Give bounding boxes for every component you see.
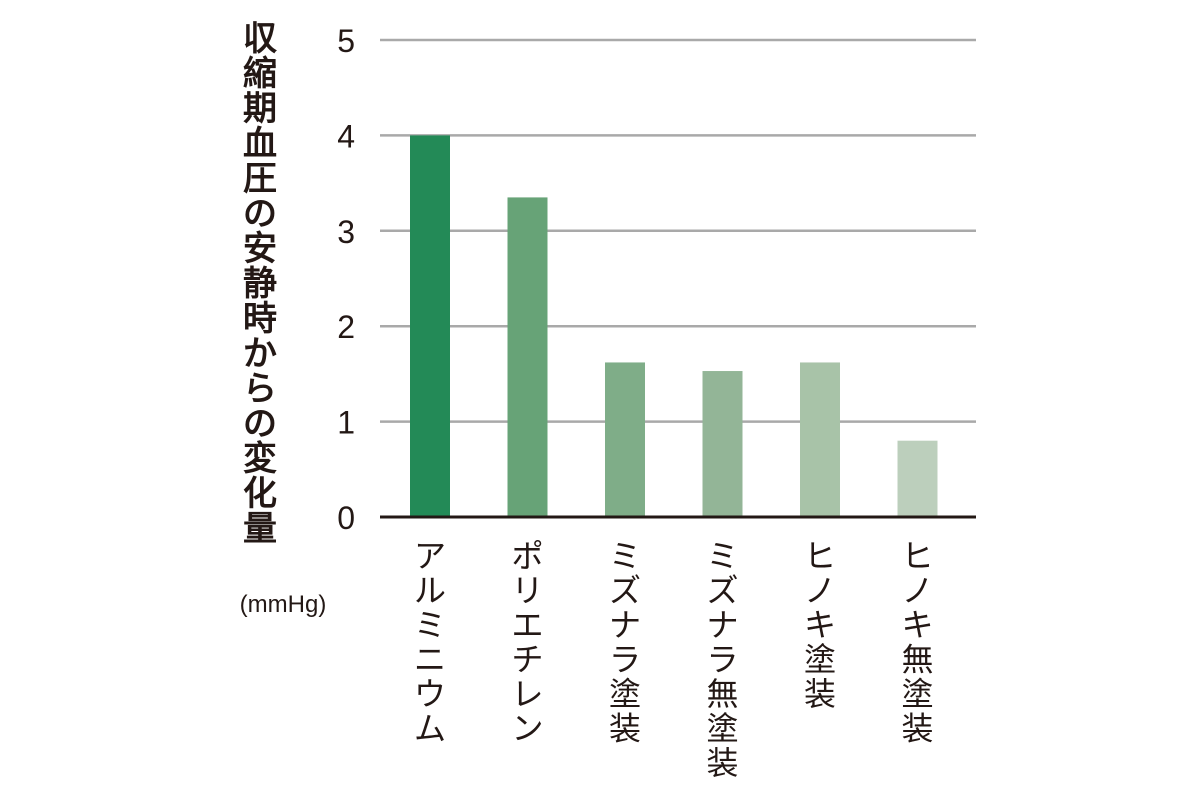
y-axis-unit: (mmHg) bbox=[240, 591, 327, 618]
x-tick-label-3: ミズナラ無塗装 bbox=[706, 537, 738, 782]
x-tick-label-1: ポリエチレン bbox=[511, 537, 543, 748]
y-tick-label-3: 3 bbox=[337, 214, 355, 250]
y-tick-label-0: 0 bbox=[337, 500, 355, 536]
y-tick-label-1: 1 bbox=[337, 405, 355, 441]
y-axis-label: 収縮期血圧の安静時からの変化量 bbox=[243, 19, 277, 549]
bar-5 bbox=[897, 440, 938, 517]
bar-3 bbox=[702, 371, 743, 517]
bars bbox=[410, 135, 938, 517]
y-tick-label-2: 2 bbox=[337, 309, 355, 345]
x-tick-labels: アルミニウム ポリエチレン ミズナラ塗装 ミズナラ無塗装 ヒノキ塗装 ヒノキ無塗装 bbox=[414, 537, 934, 782]
y-tick-label-5: 5 bbox=[337, 23, 355, 59]
bar-0 bbox=[410, 135, 450, 517]
x-tick-label-4: ヒノキ塗装 bbox=[804, 537, 836, 713]
bar-4 bbox=[800, 362, 840, 517]
gridlines bbox=[380, 38, 976, 423]
y-tick-label-4: 4 bbox=[337, 118, 355, 154]
y-tick-labels: 0 1 2 3 4 5 bbox=[337, 23, 355, 536]
x-tick-label-5: ヒノキ無塗装 bbox=[901, 537, 933, 748]
x-tick-label-2: ミズナラ塗装 bbox=[609, 537, 641, 748]
x-tick-label-0: アルミニウム bbox=[414, 537, 446, 748]
bar-2 bbox=[605, 362, 645, 517]
bar-1 bbox=[507, 197, 548, 517]
